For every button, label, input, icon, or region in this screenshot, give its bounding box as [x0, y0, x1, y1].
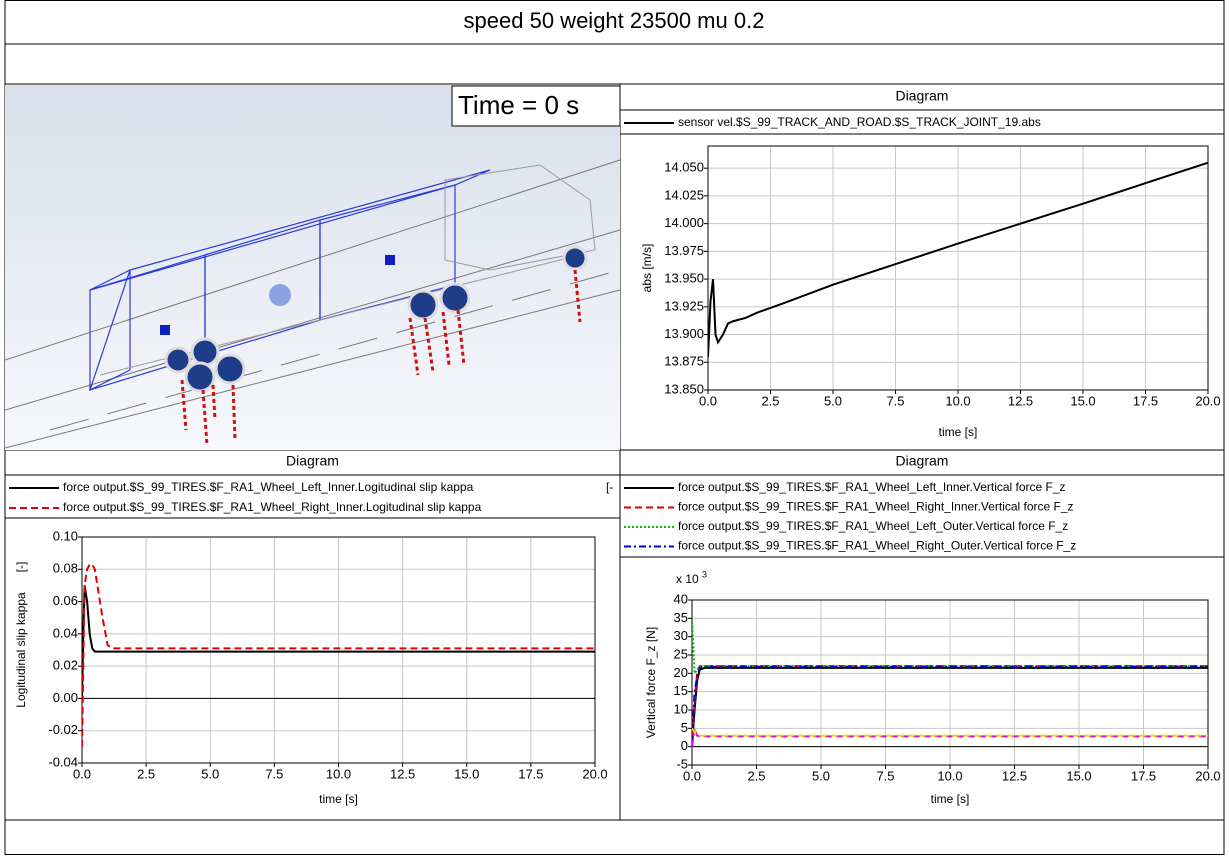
- x-tick-label: 12.5: [390, 766, 415, 781]
- y-tick-label: 0.06: [53, 593, 78, 608]
- x-tick-label: 20.0: [1195, 393, 1220, 408]
- y-tick-label: -5: [676, 756, 688, 771]
- x-tick-label: 7.5: [265, 766, 283, 781]
- y-tick-label: 15: [674, 683, 688, 698]
- x-axis-label: time [s]: [939, 425, 978, 439]
- x-tick-label: 10.0: [937, 768, 962, 783]
- x-tick-label: 7.5: [886, 393, 904, 408]
- x-tick-label: 10.0: [945, 393, 970, 408]
- y-tick-label: 13.850: [664, 381, 704, 396]
- panel-title: Diagram: [896, 88, 949, 104]
- x-tick-label: 2.5: [761, 393, 779, 408]
- axis-multiplier: x 10: [676, 572, 699, 586]
- legend-label: force output.$S_99_TIRES.$F_RA1_Wheel_Ri…: [678, 539, 1076, 553]
- series-line: [692, 665, 1208, 747]
- panel-title: Diagram: [286, 453, 339, 469]
- charts: Diagram sensor vel.$S_99_TRACK_AND_ROAD.$…: [5, 88, 1224, 806]
- y-axis-label: Vertical force F_z [N]: [644, 627, 658, 738]
- x-tick-label: 10.0: [326, 766, 351, 781]
- y-tick-label: 0.08: [53, 561, 78, 576]
- x-tick-label: 17.5: [1133, 393, 1158, 408]
- x-tick-label: 15.0: [1066, 768, 1091, 783]
- panel-title: Diagram: [896, 453, 949, 469]
- legend-label: force output.$S_99_TIRES.$F_RA1_Wheel_Ri…: [678, 500, 1074, 514]
- y-tick-label: 13.900: [664, 326, 704, 341]
- x-tick-label: 12.5: [1002, 768, 1027, 783]
- x-tick-label: 15.0: [454, 766, 479, 781]
- x-tick-label: 12.5: [1008, 393, 1033, 408]
- x-tick-label: 20.0: [1195, 768, 1220, 783]
- y-axis-label: Logitudinal slip kappa: [14, 592, 28, 708]
- chart-panel: Diagram force output.$S_99_TIRES.$F_RA1_W…: [620, 453, 1224, 806]
- y-tick-label: 10: [674, 701, 688, 716]
- y-tick-label: 35: [674, 610, 688, 625]
- x-tick-label: 17.5: [1131, 768, 1156, 783]
- y-tick-label: -0.04: [48, 754, 78, 769]
- x-tick-label: 7.5: [876, 768, 894, 783]
- legend-label: force output.$S_99_TIRES.$F_RA1_Wheel_Le…: [63, 480, 474, 494]
- y-tick-label: 25: [674, 646, 688, 661]
- y-tick-label: 13.875: [664, 354, 704, 369]
- x-tick-label: 0.0: [683, 768, 701, 783]
- x-tick-label: 0.0: [73, 766, 91, 781]
- 3d-viewport: Time = 0 s: [5, 85, 620, 450]
- series-line: [82, 563, 595, 747]
- y-tick-label: 13.925: [664, 298, 704, 313]
- y-tick-label: 13.950: [664, 271, 704, 286]
- series-line: [692, 618, 1208, 677]
- y-tick-label: 0.02: [53, 658, 78, 673]
- y-tick-label: 14.050: [664, 160, 704, 175]
- time-label: Time = 0 s: [458, 90, 579, 120]
- x-tick-label: 5.0: [812, 768, 830, 783]
- series-line: [708, 161, 1208, 357]
- x-tick-label: 2.5: [137, 766, 155, 781]
- plot-frame: [691, 599, 1209, 766]
- y-axis-label: abs [m/s]: [640, 244, 654, 293]
- y-tick-label: 20: [674, 665, 688, 680]
- y-tick-label: 40: [674, 591, 688, 606]
- x-axis-label: time [s]: [931, 792, 970, 806]
- y-tick-label: 30: [674, 628, 688, 643]
- series-line: [82, 585, 595, 699]
- legend-label: force output.$S_99_TIRES.$F_RA1_Wheel_Ri…: [63, 500, 482, 514]
- x-tick-label: 15.0: [1070, 393, 1095, 408]
- time-box: [451, 85, 620, 127]
- y-tick-label: 0.04: [53, 625, 78, 640]
- y-tick-label: 13.975: [664, 243, 704, 258]
- x-tick-label: 0.0: [699, 393, 717, 408]
- y-tick-label: 0: [681, 738, 688, 753]
- x-tick-label: 5.0: [201, 766, 219, 781]
- legend-label: force output.$S_99_TIRES.$F_RA1_Wheel_Le…: [678, 519, 1068, 533]
- x-tick-label: 2.5: [747, 768, 765, 783]
- y-tick-label: 0.00: [53, 690, 78, 705]
- axis-multiplier-exponent: 3: [702, 569, 707, 579]
- page-title: speed 50 weight 23500 mu 0.2: [464, 8, 765, 33]
- legend-overflow: [-: [606, 480, 613, 494]
- legend-label: sensor vel.$S_99_TRACK_AND_ROAD.$S_TRACK…: [678, 115, 1041, 129]
- chart-panel: Diagram sensor vel.$S_99_TRACK_AND_ROAD.$…: [620, 88, 1224, 439]
- plot-frame: [707, 145, 1209, 391]
- chart-panel: Diagram force output.$S_99_TIRES.$F_RA1_W…: [5, 453, 620, 806]
- x-tick-label: 5.0: [824, 393, 842, 408]
- y-tick-label: 14.025: [664, 187, 704, 202]
- y-tick-label: -0.02: [48, 722, 78, 737]
- x-tick-label: 20.0: [582, 766, 607, 781]
- x-axis-label: time [s]: [319, 792, 358, 806]
- y-tick-label: 0.10: [53, 528, 78, 543]
- y-axis-unit: [-]: [14, 562, 28, 573]
- y-tick-label: 5: [681, 720, 688, 735]
- x-tick-label: 17.5: [518, 766, 543, 781]
- y-tick-label: 14.000: [664, 215, 704, 230]
- legend-label: force output.$S_99_TIRES.$F_RA1_Wheel_Le…: [678, 480, 1066, 494]
